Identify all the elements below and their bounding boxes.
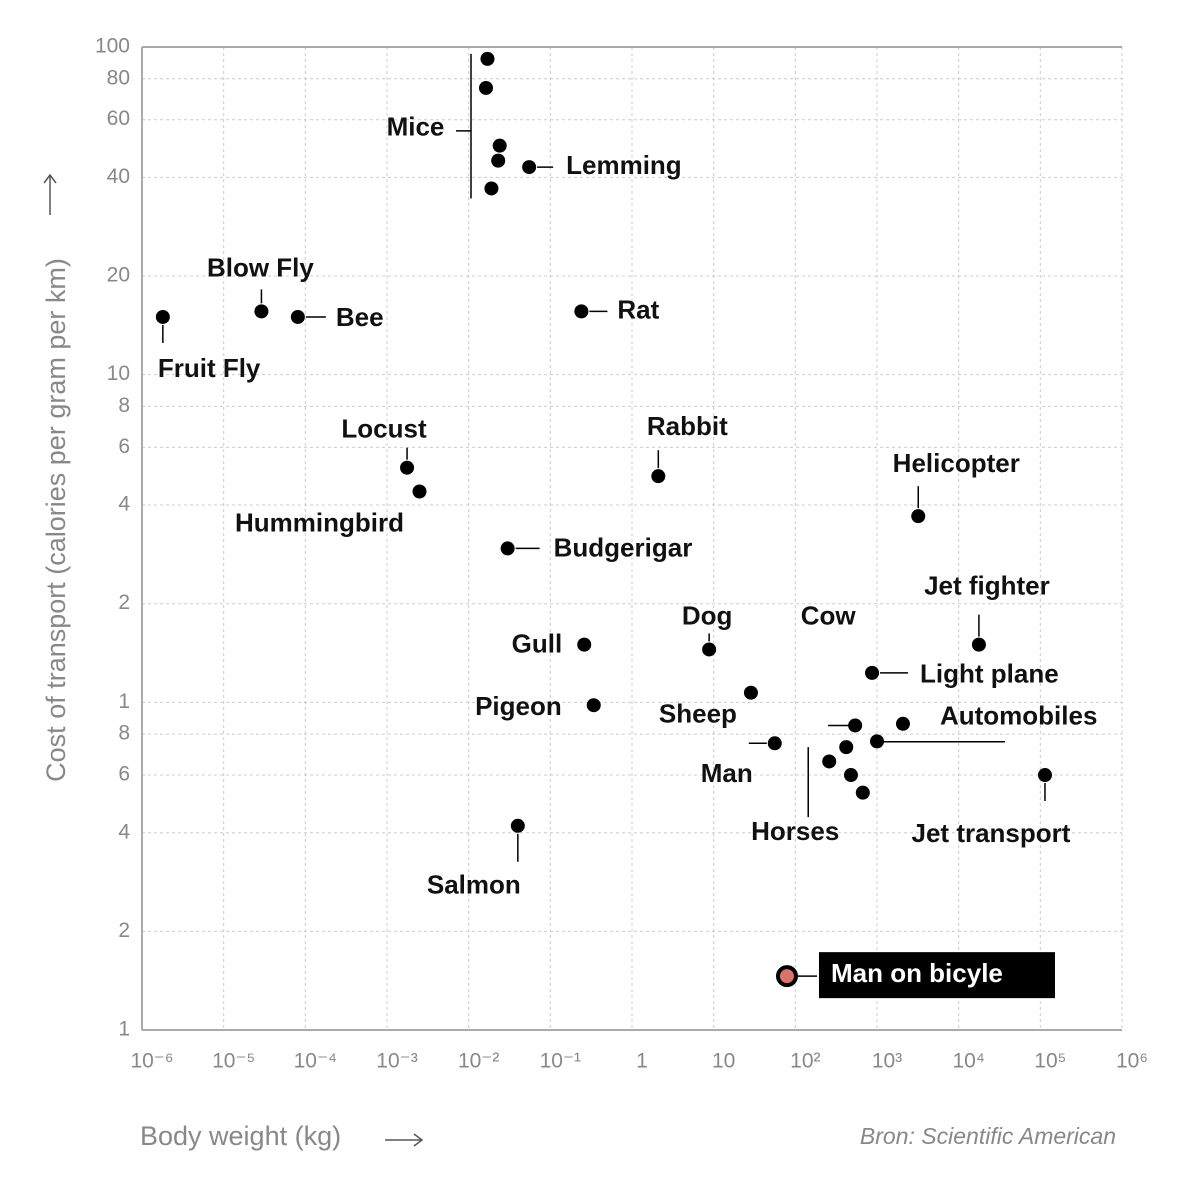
point xyxy=(290,309,305,324)
y-tick-label: 4 xyxy=(118,820,130,843)
label-box xyxy=(818,952,1055,999)
point-label: Mice xyxy=(387,112,445,142)
point-label: Blow Fly xyxy=(207,252,314,282)
y-axis-label: Cost of transport (calories per gram per… xyxy=(41,258,71,782)
y-tick-label: 100 xyxy=(95,35,130,58)
point xyxy=(702,642,717,657)
point-label: Rat xyxy=(617,294,659,324)
point-label: Automobiles xyxy=(940,701,1097,731)
y-tick-label: 4 xyxy=(118,493,130,516)
y-tick-label: 2 xyxy=(118,591,130,614)
point-label: Helicopter xyxy=(893,448,1020,478)
x-tick-label: 10⁻⁴ xyxy=(294,1050,337,1073)
y-tick-label: 6 xyxy=(118,435,130,458)
point xyxy=(775,965,798,988)
point xyxy=(254,304,269,319)
y-arrow xyxy=(43,173,57,215)
x-axis-label: Body weight (kg) xyxy=(140,1121,341,1151)
y-tick-label: 80 xyxy=(107,66,130,89)
point xyxy=(480,51,495,66)
y-tick-label: 20 xyxy=(107,264,130,287)
x-tick-label: 10⁻² xyxy=(458,1050,499,1073)
x-tick-label: 10⁻⁵ xyxy=(212,1050,255,1073)
point xyxy=(839,740,854,755)
y-tick-label: 8 xyxy=(118,722,130,745)
point-label: Cow xyxy=(801,600,857,630)
point xyxy=(510,818,525,833)
point xyxy=(822,754,837,769)
point-label: Rabbit xyxy=(647,411,728,441)
point-label: Pigeon xyxy=(475,691,562,721)
point xyxy=(651,469,666,484)
point xyxy=(586,698,601,713)
point-label: Gull xyxy=(512,629,563,659)
point xyxy=(491,153,506,168)
y-tick-label: 60 xyxy=(107,107,130,130)
point xyxy=(412,484,427,499)
x-tick-label: 10⁴ xyxy=(952,1050,984,1073)
point-label: Sheep xyxy=(659,699,737,729)
point xyxy=(155,309,170,324)
y-tick-label: 40 xyxy=(107,165,130,188)
y-tick-label: 1 xyxy=(118,690,130,713)
point-label: Locust xyxy=(341,414,427,444)
x-tick-label: 10⁻¹ xyxy=(540,1050,581,1073)
x-tick-label: 10⁶ xyxy=(1116,1050,1148,1073)
point-label: Man on bicyle xyxy=(831,958,1003,988)
point xyxy=(577,637,592,652)
point-label: Man xyxy=(701,758,753,788)
source: Bron: Scientific American xyxy=(860,1123,1116,1149)
y-tick-label: 2 xyxy=(118,919,130,942)
y-tick-label: 8 xyxy=(118,394,130,417)
point-label: Jet fighter xyxy=(924,571,1050,601)
x-tick-label: 10 xyxy=(712,1050,735,1073)
point xyxy=(848,718,863,733)
point-label: Hummingbird xyxy=(235,507,404,537)
point-label: Horses xyxy=(751,816,839,846)
y-tick-label: 6 xyxy=(118,763,130,786)
x-tick-label: 10³ xyxy=(872,1050,902,1073)
point xyxy=(767,736,782,751)
point xyxy=(484,181,499,196)
point xyxy=(478,80,493,95)
point-label: Light plane xyxy=(920,659,1059,689)
point xyxy=(971,637,986,652)
x-arrow xyxy=(385,1133,424,1147)
point-label: Salmon xyxy=(427,870,521,900)
point xyxy=(895,716,910,731)
point xyxy=(870,734,884,749)
point-label: Dog xyxy=(682,600,733,630)
point xyxy=(492,138,507,153)
x-tick-label: 10⁵ xyxy=(1034,1050,1066,1073)
point-label: Jet transport xyxy=(912,818,1071,848)
x-tick-label: 10⁻³ xyxy=(376,1050,417,1073)
y-tick-label: 1 xyxy=(118,1018,130,1041)
point xyxy=(865,665,880,680)
y-tick-label: 10 xyxy=(107,362,130,385)
point xyxy=(1037,768,1052,783)
point-label: Fruit Fly xyxy=(158,353,261,383)
point-label: Bee xyxy=(336,302,384,332)
point-label: Budgerigar xyxy=(554,532,693,562)
point xyxy=(843,768,858,783)
point xyxy=(400,460,415,475)
x-tick-label: 1 xyxy=(636,1050,648,1073)
x-tick-label: 10² xyxy=(790,1050,820,1073)
point xyxy=(855,785,870,800)
point xyxy=(500,541,515,556)
point xyxy=(522,160,537,175)
point-label: Lemming xyxy=(566,150,682,180)
point xyxy=(574,304,589,319)
point xyxy=(743,685,758,700)
x-tick-label: 10⁻⁶ xyxy=(130,1050,173,1073)
point xyxy=(911,509,926,524)
